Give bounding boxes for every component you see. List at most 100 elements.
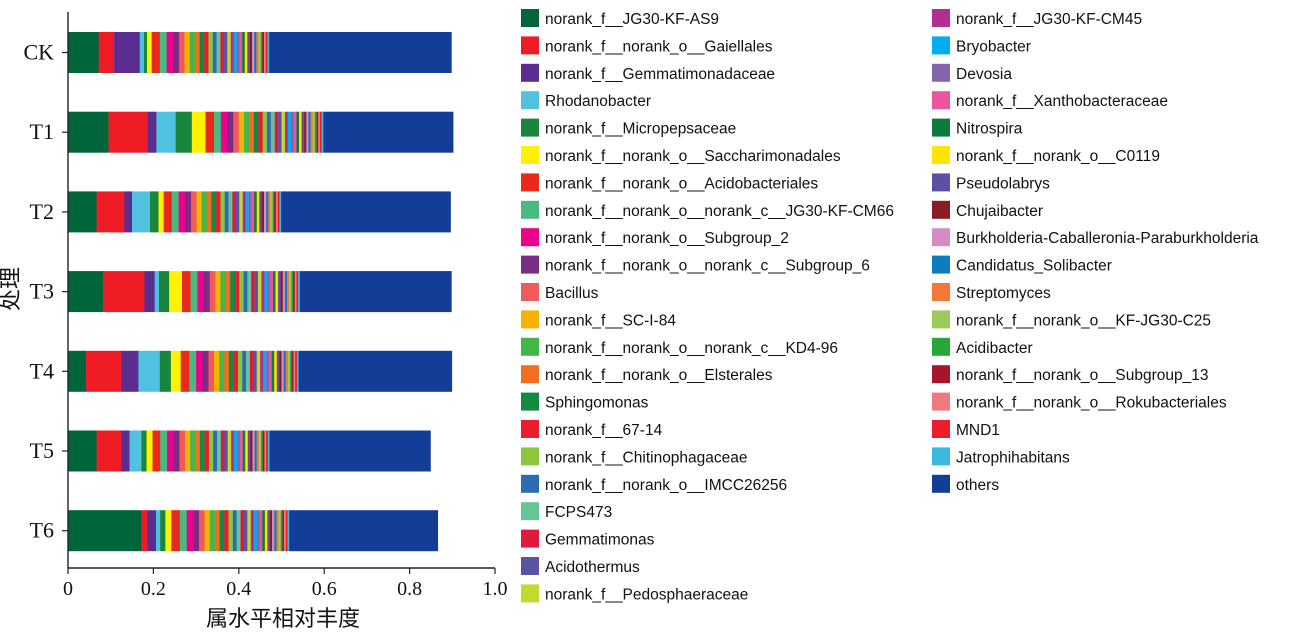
bar-segment-t4-12 <box>219 350 225 392</box>
bar-segment-t6-26 <box>262 510 266 552</box>
bar-segment-ck-8 <box>166 32 174 73</box>
legend-label-norank-f-micropepsaceae: norank_f__Micropepsaceae <box>545 121 736 138</box>
legend-item-norank-f-67-14: norank_f__67-14 <box>521 420 663 439</box>
bar-segment-t3-37 <box>296 271 299 313</box>
bar-segment-t5-26 <box>242 430 246 472</box>
bar-segment-t1-31 <box>308 111 311 153</box>
legend-item-acidibacter: Acidibacter <box>932 337 1033 357</box>
bar-segment-t2-12 <box>201 191 208 233</box>
legend-swatch-norank-f-jg30-kf-as9 <box>521 9 539 27</box>
legend: norank_f__JG30-KF-AS9 norank_f__norank_o_… <box>521 9 1259 603</box>
bar-segment-t3-17 <box>243 271 248 313</box>
legend-item-norank-f-norank-o-elsterales: norank_f__norank_o__Elsterales <box>521 365 773 384</box>
bar-segment-ck-30 <box>252 32 255 73</box>
bar-segment-t3-1 <box>103 271 145 313</box>
bar-segment-t2-16 <box>220 191 225 233</box>
legend-swatch-pseudolabrys <box>932 173 950 192</box>
bar-segment-t2-38 <box>279 191 282 233</box>
bar-segment-t5-38 <box>267 430 270 472</box>
bar-segment-t5-35 <box>262 430 265 472</box>
bar-row-t3 <box>68 271 452 313</box>
legend-item-burkholderia-caballeronia-paraburkholderia: Burkholderia-Caballeronia-Paraburkholder… <box>932 228 1259 247</box>
bar-segment-t6-34 <box>280 510 283 552</box>
bar-segment-t6-15 <box>224 510 229 552</box>
bar-segment-t6-9 <box>193 510 200 552</box>
bar-segment-t3-8 <box>197 271 205 313</box>
legend-swatch-norank-f-67-14 <box>521 420 539 438</box>
bar-row-t6 <box>68 510 439 552</box>
legend-label-burkholderia-caballeronia-paraburkholderia: Burkholderia-Caballeronia-Paraburkholder… <box>956 230 1259 247</box>
legend-swatch-norank-f-pedosphaeraceae <box>521 584 539 603</box>
legend-label-norank-f-norank-o-gaiellales: norank_f__norank_o__Gaiellales <box>545 38 773 55</box>
bar-row-t2 <box>68 191 451 233</box>
legend-item-norank-f-norank-o-c0119: norank_f__norank_o__C0119 <box>932 146 1160 165</box>
legend-swatch-norank-f-norank-o-gaiellales <box>521 36 539 55</box>
bar-segment-t1-18 <box>270 111 275 153</box>
bar-segment-t1-14 <box>253 111 259 153</box>
bar-segment-t1-21 <box>281 111 286 153</box>
legend-item-norank-f-norank-o-norank-c-kd4-96: norank_f__norank_o__norank_c__KD4-96 <box>521 337 838 357</box>
bar-segment-t2-11 <box>196 191 202 233</box>
bar-segment-t2-32 <box>268 191 271 233</box>
bar-segment-t3-38 <box>298 271 301 313</box>
category-label-t6: T6 <box>30 518 54 543</box>
legend-label-pseudolabrys: Pseudolabrys <box>956 175 1050 192</box>
category-label-t3: T3 <box>30 279 54 304</box>
bar-segment-t2-31 <box>266 191 269 233</box>
legend-item-sphingomonas: Sphingomonas <box>521 392 649 412</box>
bar-segment-t3-16 <box>239 271 244 313</box>
bar-segment-t1-30 <box>306 111 309 153</box>
legend-item-norank-f-norank-o-kf-jg30-c25: norank_f__norank_o__KF-JG30-C25 <box>932 310 1211 329</box>
bar-segment-t5-27 <box>245 430 249 472</box>
bar-segment-t5-9 <box>173 430 180 472</box>
legend-item-mnd1: MND1 <box>932 420 1000 439</box>
bar-segment-t2-1 <box>96 191 125 233</box>
legend-swatch-norank-f-jg30-kf-cm45 <box>932 9 950 27</box>
legend-item-devosia: Devosia <box>932 63 1012 83</box>
legend-swatch-norank-f-norank-o-subgroup-13 <box>932 365 950 384</box>
bar-segment-t5-16 <box>208 430 214 472</box>
bar-segment-t1-22 <box>284 111 289 153</box>
legend-label-norank-f-norank-o-subgroup-2: norank_f__norank_o__Subgroup_2 <box>545 230 789 247</box>
bar-segment-t1-36 <box>318 111 321 153</box>
legend-label-bryobacter: Bryobacter <box>956 38 1031 55</box>
x-tick-label-0: 0 <box>63 578 73 600</box>
bar-segment-t3-25 <box>270 271 274 313</box>
bar-segment-t2-28 <box>259 191 263 233</box>
plot-area <box>68 32 454 552</box>
x-axis-title: 属水平相对丰度 <box>206 607 360 632</box>
bar-segment-t3-5 <box>169 271 183 313</box>
bar-segment-t1-17 <box>266 111 272 153</box>
legend-item-norank-f-norank-o-saccharimonadales: norank_f__norank_o__Saccharimonadales <box>521 146 841 165</box>
bar-segment-t1-32 <box>310 111 313 153</box>
category-label-ck: CK <box>23 40 54 65</box>
bar-segment-t1-29 <box>304 111 307 153</box>
bar-segment-t3-18 <box>247 271 252 313</box>
legend-swatch-norank-f-chitinophagaceae <box>521 447 539 466</box>
legend-item-nitrospira: Nitrospira <box>932 118 1023 138</box>
bar-segment-t1-28 <box>301 111 305 153</box>
bar-segment-ck-17 <box>212 32 217 73</box>
bar-segment-t3-10 <box>209 271 216 313</box>
legend-label-norank-f-norank-o-saccharimonadales: norank_f__norank_o__Saccharimonadales <box>545 148 841 165</box>
bar-segment-t6-2 <box>147 510 157 552</box>
bar-segment-t4-19 <box>249 350 254 392</box>
bar-segment-t5-1 <box>96 430 122 472</box>
bar-segment-ck-35 <box>262 32 265 73</box>
bar-segment-t1-33 <box>312 111 316 153</box>
bar-segment-t5-14 <box>199 430 205 472</box>
bar-segment-t3-34 <box>291 271 294 313</box>
bar-segment-t2-3 <box>132 191 151 233</box>
bar-segment-t2-30 <box>263 191 267 233</box>
legend-item-bacillus: Bacillus <box>521 283 599 302</box>
bar-segment-ck-14 <box>199 32 205 73</box>
bar-segment-t2-5 <box>158 191 164 233</box>
bar-segment-t4-3 <box>138 350 161 392</box>
x-tick-label-5: 1.0 <box>483 578 508 600</box>
bar-segment-t5-21 <box>227 430 232 472</box>
bar-segment-t5-36 <box>264 430 267 472</box>
bar-segment-t6-7 <box>179 510 187 552</box>
bar-segment-t4-4 <box>159 350 172 392</box>
bar-segment-t6-13 <box>214 510 220 552</box>
